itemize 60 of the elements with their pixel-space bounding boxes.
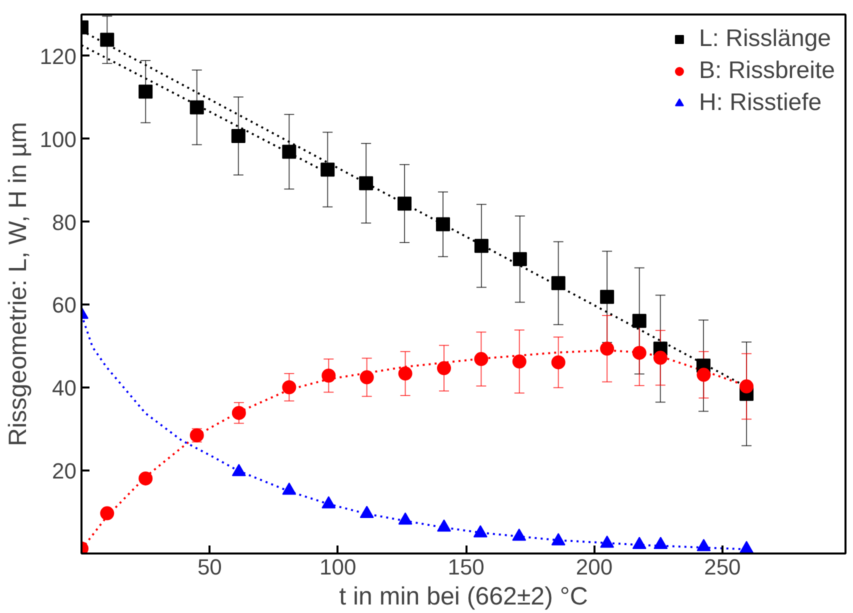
point bbox=[653, 350, 668, 365]
point bbox=[600, 290, 614, 304]
x-tick-label: 150 bbox=[448, 554, 484, 580]
point bbox=[654, 536, 668, 550]
point bbox=[231, 128, 246, 143]
y-tick-label: 40 bbox=[52, 376, 77, 401]
y-axis-title: Rissgeometrie: L, W, H in µm bbox=[4, 122, 32, 446]
point bbox=[740, 379, 754, 394]
point bbox=[512, 354, 526, 369]
point bbox=[360, 506, 374, 518]
point bbox=[512, 528, 526, 541]
point bbox=[282, 380, 296, 394]
point bbox=[512, 252, 527, 266]
point bbox=[282, 482, 296, 495]
point bbox=[632, 536, 646, 550]
point bbox=[398, 196, 412, 211]
point bbox=[600, 342, 614, 356]
point bbox=[320, 162, 335, 177]
point bbox=[232, 464, 246, 476]
point bbox=[696, 538, 711, 552]
point bbox=[359, 176, 374, 190]
point bbox=[551, 533, 566, 546]
x-tick-label: 100 bbox=[320, 554, 356, 580]
point bbox=[190, 100, 204, 114]
point bbox=[632, 314, 646, 328]
point bbox=[322, 496, 336, 508]
point bbox=[360, 370, 374, 384]
point bbox=[600, 536, 614, 548]
point bbox=[437, 361, 452, 376]
point bbox=[474, 238, 488, 253]
point bbox=[322, 368, 336, 383]
point bbox=[398, 512, 412, 525]
legend-label: B: Rissbreite bbox=[698, 56, 835, 86]
x-tick-label: 50 bbox=[197, 554, 222, 580]
point bbox=[551, 276, 566, 290]
y-tick-label: 80 bbox=[52, 210, 77, 235]
point bbox=[696, 368, 711, 382]
y-tick-label: 120 bbox=[40, 44, 77, 69]
point bbox=[282, 144, 296, 159]
point bbox=[100, 32, 114, 47]
x-tick-label: 250 bbox=[704, 554, 741, 580]
point bbox=[474, 352, 488, 366]
point bbox=[436, 217, 450, 232]
point bbox=[740, 540, 754, 554]
point bbox=[232, 406, 246, 420]
legend-label: L: Risslänge bbox=[698, 24, 832, 54]
x-axis-title: t in min bei (662±2) °C bbox=[339, 582, 588, 610]
y-tick-label: 100 bbox=[40, 126, 77, 152]
point bbox=[551, 355, 566, 370]
x-tick-label: 200 bbox=[576, 554, 613, 580]
point bbox=[437, 519, 452, 532]
point bbox=[632, 346, 646, 360]
y-tick-label: 60 bbox=[52, 292, 77, 318]
point bbox=[398, 366, 412, 381]
point bbox=[138, 84, 153, 99]
y-tick-label: 20 bbox=[52, 458, 77, 484]
legend-label: H: Risstiefe bbox=[698, 88, 822, 118]
point bbox=[100, 506, 114, 520]
point bbox=[473, 525, 488, 538]
point bbox=[138, 471, 153, 486]
